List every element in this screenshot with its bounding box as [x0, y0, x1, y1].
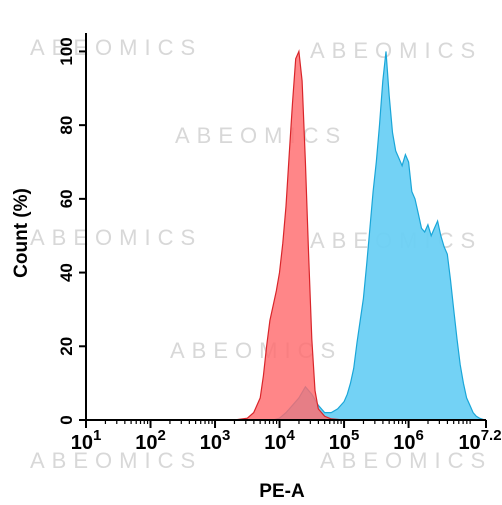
watermark-text: ABEOMICS: [170, 338, 342, 363]
watermark-text: ABEOMICS: [320, 448, 492, 473]
y-axis-title: Count (%): [11, 188, 32, 278]
y-tick-label: 40: [57, 263, 76, 282]
x-tick-label: 103: [200, 427, 231, 454]
axes-layer: [85, 33, 486, 421]
y-tick-label: 60: [57, 189, 76, 208]
x-tick-label: 104: [264, 427, 295, 454]
watermark-text: ABEOMICS: [310, 38, 482, 63]
watermark-text: ABEOMICS: [175, 123, 347, 148]
ticks-layer: 0 20 40 60 80 100 101 102 103 104 105 106 107.2: [57, 37, 502, 454]
y-tick-label: 80: [57, 116, 76, 135]
y-tick-label: 100: [57, 37, 76, 65]
series-blue-area: [272, 51, 487, 421]
y-tick-label: 0: [57, 415, 76, 424]
x-tick-label: 107.2: [458, 427, 501, 454]
series-red-area: [234, 49, 345, 421]
x-tick-label: 105: [329, 427, 360, 454]
watermark-text: ABEOMICS: [30, 448, 202, 473]
x-axis-title: PE-A: [259, 481, 305, 502]
x-tick-label: 106: [393, 427, 424, 454]
y-tick-label: 20: [57, 337, 76, 356]
watermark-text: ABEOMICS: [30, 35, 202, 60]
watermark-text: ABEOMICS: [30, 225, 202, 250]
series-layer: [234, 49, 487, 421]
x-tick-label: 101: [71, 427, 102, 454]
x-tick-label: 102: [135, 427, 166, 454]
